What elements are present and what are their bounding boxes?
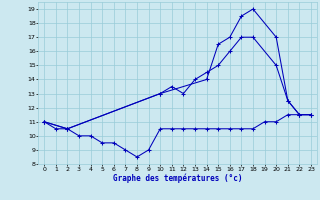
X-axis label: Graphe des températures (°c): Graphe des températures (°c) [113,173,242,183]
